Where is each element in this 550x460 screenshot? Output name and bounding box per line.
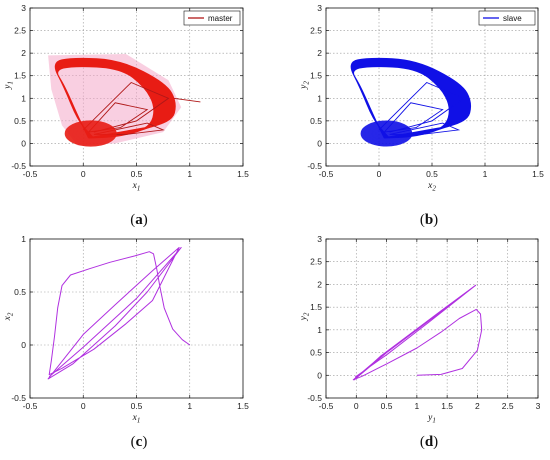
series-master-core bbox=[64, 120, 117, 147]
y-tick-label: 2 bbox=[317, 279, 322, 289]
y-tick-label: 0 bbox=[21, 138, 26, 148]
series-master-line bbox=[54, 57, 176, 139]
x-tick-label: 1.5 bbox=[532, 169, 544, 179]
series-master-transient bbox=[82, 81, 201, 135]
phase-trajectory bbox=[352, 284, 483, 381]
y-tick-label: 3 bbox=[317, 3, 322, 13]
y-axis-label: x2 bbox=[3, 312, 15, 321]
x-tick-label: -0.5 bbox=[23, 401, 38, 411]
legend: master bbox=[183, 10, 241, 26]
x-tick-label: 1 bbox=[187, 401, 192, 411]
y-tick-label: 1.5 bbox=[14, 71, 26, 81]
x-tick-label: -0.5 bbox=[319, 401, 334, 411]
x-tick-label: -0.5 bbox=[23, 169, 38, 179]
y-tick-label: 0.5 bbox=[310, 116, 322, 126]
phase-trajectory bbox=[47, 247, 191, 380]
x-tick-label: 0 bbox=[354, 401, 359, 411]
y-tick-label: -0.5 bbox=[307, 393, 322, 403]
x-axis-label: y1 bbox=[427, 413, 436, 425]
y-tick-label: 1 bbox=[317, 325, 322, 335]
legend-label: master bbox=[208, 14, 233, 23]
x-axis-label: x1 bbox=[132, 413, 141, 425]
x-tick-label: 1 bbox=[483, 169, 488, 179]
x-tick-label: 1.5 bbox=[237, 169, 249, 179]
y-axis-label: y2 bbox=[299, 81, 311, 90]
panel-caption: (b) bbox=[420, 212, 438, 228]
y-tick-label: 3 bbox=[21, 3, 26, 13]
y-tick-label: 2 bbox=[21, 48, 26, 58]
chart-a: -0.5 0 0.5 1 1.5 -0.5 0 0.5 1 1.5 2 2.5 3 x1 y1 master (… bbox=[3, 3, 249, 228]
plot-area bbox=[350, 57, 472, 147]
x-tick-label: 1.5 bbox=[441, 401, 453, 411]
panel-caption: (c) bbox=[131, 434, 148, 450]
chart-b: -0.5 0 0.5 1 1.5 -0.5 0 0.5 1 1.5 2 2.5 3 x2 y2 slave (b… bbox=[299, 3, 544, 228]
x-tick-label: 1 bbox=[187, 169, 192, 179]
y-tick-label: 2.5 bbox=[310, 257, 322, 267]
y-tick-label: 2 bbox=[317, 48, 322, 58]
plot-area bbox=[48, 54, 201, 147]
plot-area bbox=[352, 284, 483, 381]
x-tick-label: 1 bbox=[414, 401, 419, 411]
x-tick-label: 0.5 bbox=[131, 169, 143, 179]
y-tick-label: 0.5 bbox=[14, 287, 26, 297]
y-tick-label: 0.5 bbox=[14, 116, 26, 126]
x-tick-label: 0 bbox=[377, 169, 382, 179]
plot-frame bbox=[325, 238, 539, 399]
plot-frame bbox=[29, 238, 244, 399]
x-tick-label: 1.5 bbox=[237, 401, 249, 411]
x-tick-label: 3 bbox=[536, 401, 541, 411]
y-axis-label: y2 bbox=[299, 312, 311, 321]
chart-d: -0.5 0 0.5 1 1.5 2 2.5 3 -0.5 0 0.5 1 1.5 2 2.5 3 y1 y2 (d… bbox=[299, 234, 541, 450]
x-tick-label: 0 bbox=[81, 401, 86, 411]
y-tick-label: 0 bbox=[317, 370, 322, 380]
y-tick-label: 1.5 bbox=[310, 71, 322, 81]
y-tick-label: -0.5 bbox=[11, 161, 26, 171]
x-axis-label: x2 bbox=[427, 181, 436, 193]
legend: slave bbox=[478, 10, 536, 26]
panel-caption: (d) bbox=[420, 434, 438, 450]
y-tick-label: -0.5 bbox=[11, 393, 26, 403]
y-tick-label: 1 bbox=[21, 93, 26, 103]
y-tick-label: 0 bbox=[21, 340, 26, 350]
y-tick-label: 0.5 bbox=[310, 348, 322, 358]
x-tick-label: 0 bbox=[81, 169, 86, 179]
y-tick-label: 1.5 bbox=[310, 302, 322, 312]
x-tick-label: 2 bbox=[475, 401, 480, 411]
x-tick-label: 0.5 bbox=[381, 401, 393, 411]
y-tick-label: 3 bbox=[317, 234, 322, 244]
panel-caption: (a) bbox=[130, 212, 148, 228]
x-axis-label: x1 bbox=[132, 181, 141, 193]
y-axis-label: y1 bbox=[3, 81, 15, 90]
x-tick-label: 0.5 bbox=[426, 169, 438, 179]
x-tick-label: 0.5 bbox=[131, 401, 143, 411]
chart-c: -0.5 0 0.5 1 1.5 -0.5 0 0.5 1 x1 x2 (c) bbox=[3, 234, 249, 450]
y-tick-label: 1 bbox=[317, 93, 322, 103]
y-tick-label: 2.5 bbox=[14, 26, 26, 36]
series-slave-line bbox=[350, 57, 472, 139]
y-tick-label: 0 bbox=[317, 138, 322, 148]
y-tick-label: 2.5 bbox=[310, 26, 322, 36]
legend-label: slave bbox=[503, 14, 522, 23]
y-tick-label: -0.5 bbox=[307, 161, 322, 171]
y-tick-label: 1 bbox=[21, 234, 26, 244]
series-slave-core bbox=[360, 120, 413, 147]
x-tick-label: -0.5 bbox=[319, 169, 334, 179]
x-tick-label: 2.5 bbox=[502, 401, 514, 411]
plot-area bbox=[47, 247, 191, 380]
